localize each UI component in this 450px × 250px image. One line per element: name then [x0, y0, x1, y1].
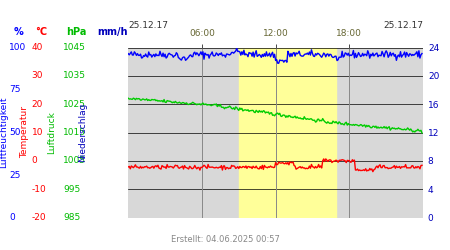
Text: 0: 0	[9, 213, 15, 222]
Text: -10: -10	[32, 185, 46, 194]
Text: 40: 40	[32, 43, 43, 52]
Text: Niederschlag: Niederschlag	[78, 103, 87, 162]
Text: 995: 995	[63, 185, 80, 194]
Text: 50: 50	[9, 128, 21, 137]
Text: 25: 25	[9, 170, 20, 179]
Text: 1015: 1015	[63, 128, 86, 137]
Text: °C: °C	[35, 28, 47, 38]
Text: 25.12.17: 25.12.17	[128, 22, 168, 30]
Text: 20: 20	[32, 100, 43, 109]
Text: Luftfeuchtigkeit: Luftfeuchtigkeit	[0, 97, 8, 168]
Text: 75: 75	[9, 86, 21, 94]
Text: %: %	[14, 28, 23, 38]
Text: 1045: 1045	[63, 43, 86, 52]
Bar	[239, 48, 336, 217]
Text: 985: 985	[63, 213, 80, 222]
Text: 100: 100	[9, 43, 26, 52]
Text: hPa: hPa	[67, 28, 87, 38]
Text: 0: 0	[32, 156, 37, 165]
Text: mm/h: mm/h	[97, 28, 127, 38]
Text: 10: 10	[32, 128, 43, 137]
Text: -20: -20	[32, 213, 46, 222]
Text: Luftdruck: Luftdruck	[47, 111, 56, 154]
Text: 1035: 1035	[63, 71, 86, 80]
Text: 25.12.17: 25.12.17	[383, 22, 423, 30]
Text: Temperatur: Temperatur	[20, 106, 29, 158]
Text: 30: 30	[32, 71, 43, 80]
Text: Erstellt: 04.06.2025 00:57: Erstellt: 04.06.2025 00:57	[171, 235, 279, 244]
Text: 1025: 1025	[63, 100, 86, 109]
Text: 1005: 1005	[63, 156, 86, 165]
